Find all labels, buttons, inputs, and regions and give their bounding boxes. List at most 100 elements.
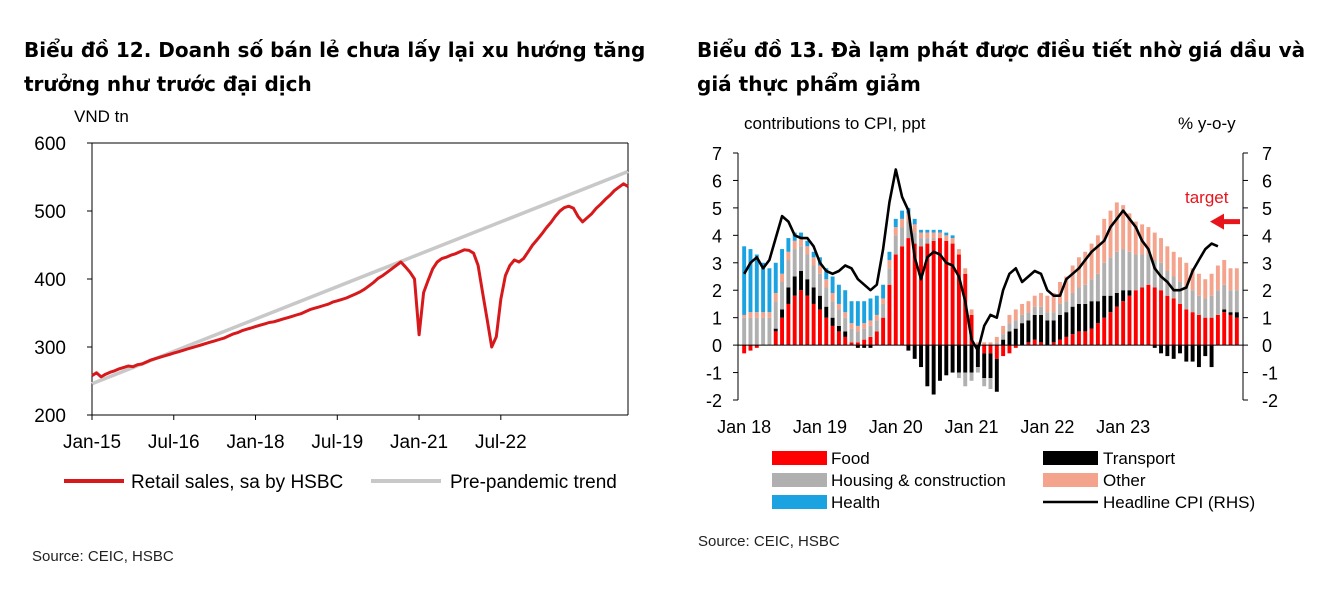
bar-segment: [1133, 221, 1138, 255]
bar-segment: [1026, 301, 1031, 313]
bar-segment: [1076, 287, 1081, 304]
bar-segment: [881, 298, 886, 304]
bar-segment: [925, 345, 930, 387]
bar-segment: [1190, 345, 1195, 362]
chart13-left-ytick-label: -1: [706, 364, 722, 384]
bar-segment: [1184, 262, 1189, 288]
bar-segment: [874, 314, 879, 321]
bar-segment: [1127, 251, 1132, 291]
chart13-target-annotation: target: [1185, 188, 1229, 207]
bar-segment: [1089, 301, 1094, 329]
bar-segment: [767, 268, 772, 313]
bar-segment: [887, 260, 892, 269]
bar-segment: [818, 295, 822, 310]
bar-segment: [1032, 339, 1037, 346]
bar-segment: [742, 314, 747, 318]
bar-segment: [830, 325, 835, 346]
bar-segment: [956, 249, 961, 255]
bar-segment: [1228, 268, 1233, 291]
bar-segment: [1203, 345, 1208, 357]
bar-segment: [1064, 276, 1069, 302]
bar-segment: [982, 345, 987, 354]
legend-label: Housing & construction: [831, 471, 1006, 490]
bar-segment: [938, 229, 942, 233]
bar-segment: [805, 279, 810, 296]
chart12-legend: Retail sales, sa by HSBC Pre-pandemic tr…: [64, 472, 617, 493]
bar-segment: [1051, 292, 1056, 313]
bar-segment: [830, 317, 835, 326]
bar-segment: [1190, 290, 1195, 313]
legend-swatch: [772, 495, 827, 509]
bar-segment: [1089, 279, 1094, 302]
bar-segment: [1076, 331, 1081, 346]
bar-segment: [1234, 317, 1239, 346]
bar-segment: [1058, 303, 1062, 315]
bar-segment: [1209, 273, 1214, 296]
bar-segment: [1121, 249, 1126, 291]
bar-segment: [994, 345, 999, 359]
bar-segment: [963, 268, 968, 274]
bar-segment: [773, 301, 778, 329]
bar-segment: [1045, 320, 1050, 346]
bar-segment: [1171, 298, 1176, 346]
bar-segment: [994, 336, 999, 343]
bar-segment: [994, 342, 999, 346]
chart13-right-ytick-label: 1: [1262, 309, 1272, 329]
bar-segment: [767, 317, 772, 346]
bar-segment: [938, 232, 942, 239]
bar-segment: [969, 345, 974, 373]
bar-segment: [893, 254, 898, 346]
bar-segment: [1095, 301, 1100, 324]
bar-segment: [761, 312, 766, 318]
bar-segment: [1095, 273, 1100, 302]
bar-segment: [849, 301, 854, 324]
chart12: VND tn 600 500 400 300 200 Jan-15 Jul-16 Jan-1…: [34, 107, 629, 493]
bar-segment: [1051, 312, 1056, 321]
target-arrow-icon: [1210, 213, 1240, 230]
chart13-right-ytick-label: 5: [1262, 199, 1272, 219]
chart13-right-ytick-label: 7: [1262, 144, 1272, 164]
bar-segment: [969, 314, 974, 346]
bar-segment: [1209, 295, 1214, 318]
bar-segment: [1114, 306, 1119, 346]
bar-segment: [1146, 227, 1151, 255]
bar-segment: [1171, 276, 1176, 299]
bar-segment: [849, 342, 854, 346]
target-arrow-head: [1210, 213, 1224, 230]
bar-segment: [773, 328, 778, 332]
bar-segment: [1222, 309, 1227, 313]
bar-segment: [1121, 301, 1126, 346]
chart12-ytick-label: 400: [34, 270, 66, 291]
bar-segment: [1114, 202, 1119, 252]
bar-segment: [1083, 331, 1088, 346]
chart13-left-axis-label: contributions to CPI, ppt: [744, 114, 926, 133]
bar-segment: [811, 251, 816, 258]
bar-segment: [805, 240, 810, 247]
bar-segment: [748, 345, 753, 351]
bar-segment: [1013, 320, 1018, 329]
bar-segment: [1070, 292, 1075, 307]
chart13-xtick-label: Jan 20: [869, 417, 923, 437]
chart12-title: Biểu đồ 12. Doanh số bán lẻ chưa lấy lại…: [24, 38, 646, 96]
bar-segment: [855, 342, 860, 346]
bar-segment: [742, 345, 747, 354]
bar-segment: [1070, 265, 1075, 293]
bar-segment: [1228, 290, 1233, 313]
bar-segment: [1058, 339, 1062, 346]
bar-segment: [874, 331, 879, 346]
bar-segment: [919, 229, 923, 233]
bar-segment: [881, 317, 886, 346]
bar-segment: [1184, 309, 1189, 346]
bar-segment: [1102, 317, 1107, 346]
bar-segment: [1152, 260, 1157, 288]
bar-segment: [836, 309, 841, 326]
bar-segment: [893, 218, 898, 228]
bar-segment: [893, 227, 898, 236]
bar-segment: [805, 295, 810, 346]
bar-segment: [830, 276, 835, 293]
legend-label-retail: Retail sales, sa by HSBC: [131, 472, 343, 493]
bar-segment: [1146, 254, 1151, 285]
bar-segment: [950, 235, 955, 239]
bar-segment: [836, 303, 841, 310]
bar-segment: [843, 336, 848, 346]
